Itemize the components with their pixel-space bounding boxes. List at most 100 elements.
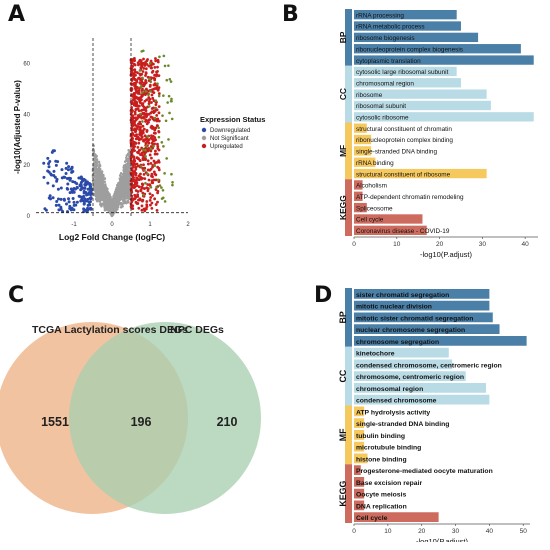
- panel-letter-c: C: [8, 283, 25, 308]
- point-upregulated: [153, 83, 157, 87]
- point-not-significant: [102, 199, 106, 202]
- point-upregulated: [163, 64, 167, 68]
- x-axis-label: -log10(P.adjust): [416, 537, 468, 542]
- point-not-significant: [110, 204, 113, 208]
- group-label-kegg: KEGG: [338, 195, 348, 220]
- point-downregulated: [74, 203, 78, 207]
- point-upregulated: [139, 164, 143, 168]
- point-upregulated: [154, 178, 158, 182]
- point-downregulated: [59, 205, 63, 209]
- bar-label: kinetochore: [356, 351, 395, 358]
- point-downregulated: [55, 199, 59, 203]
- point-downregulated: [86, 206, 90, 210]
- bar-label: rRNA binding: [356, 160, 394, 167]
- bar: [354, 500, 365, 511]
- legend-label: Upregulated: [210, 144, 243, 150]
- bar: [354, 157, 376, 167]
- point-upregulated: [162, 54, 166, 58]
- x-tick-label: 1: [148, 222, 152, 228]
- bar: [354, 289, 490, 299]
- point-upregulated: [161, 188, 165, 192]
- point-upregulated: [149, 115, 153, 119]
- point-upregulated: [139, 101, 142, 105]
- bar-label: rRNA metabolic process: [356, 24, 425, 31]
- point-not-significant: [105, 195, 109, 198]
- point-upregulated: [139, 172, 142, 176]
- point-downregulated: [68, 178, 72, 182]
- point-not-significant: [108, 198, 111, 201]
- point-not-significant: [126, 177, 129, 180]
- point-not-significant: [116, 190, 120, 193]
- bar-label: ATP-dependent chromatin remodeling: [356, 194, 464, 201]
- point-not-significant: [123, 160, 127, 163]
- point-not-significant: [123, 196, 126, 199]
- point-upregulated: [156, 142, 159, 146]
- point-upregulated: [144, 81, 148, 85]
- point-not-significant: [103, 183, 107, 186]
- point-upregulated: [137, 104, 141, 108]
- point-upregulated: [156, 178, 160, 182]
- point-upregulated: [155, 186, 159, 189]
- point-downregulated: [51, 184, 55, 188]
- point-downregulated: [78, 184, 82, 188]
- point-downregulated: [79, 199, 83, 203]
- x-tick-label: -1: [71, 222, 77, 228]
- x-tick-label: 20: [436, 241, 444, 248]
- point-upregulated: [160, 186, 163, 189]
- point-upregulated: [139, 177, 143, 181]
- point-upregulated: [141, 156, 145, 160]
- point-not-significant: [97, 174, 101, 178]
- bar-label: Cell cycle: [356, 515, 388, 522]
- point-upregulated: [154, 188, 158, 191]
- point-upregulated: [137, 96, 141, 100]
- point-upregulated: [153, 73, 157, 77]
- point-downregulated: [42, 175, 46, 179]
- point-upregulated: [149, 162, 153, 165]
- point-upregulated: [136, 151, 140, 154]
- legend-label: Not Significant: [210, 136, 249, 142]
- point-upregulated: [145, 59, 149, 63]
- point-upregulated: [131, 204, 135, 208]
- point-not-significant: [96, 167, 99, 171]
- point-upregulated: [157, 129, 161, 133]
- x-tick-label: 50: [520, 528, 528, 535]
- point-upregulated: [133, 121, 136, 125]
- point-not-significant: [123, 180, 127, 184]
- point-upregulated: [148, 203, 152, 207]
- point-not-significant: [99, 186, 103, 190]
- point-not-significant: [127, 148, 131, 152]
- point-downregulated: [54, 203, 58, 207]
- point-upregulated: [137, 89, 141, 92]
- point-upregulated: [152, 159, 156, 163]
- point-upregulated: [132, 62, 136, 66]
- point-upregulated: [152, 144, 155, 148]
- point-upregulated: [142, 66, 146, 70]
- point-upregulated: [148, 198, 152, 202]
- point-downregulated: [73, 180, 77, 184]
- point-upregulated: [144, 109, 148, 113]
- group-bar-bp: [345, 9, 352, 66]
- bar-label: Alcoholism: [356, 183, 387, 190]
- point-not-significant: [95, 183, 99, 186]
- point-upregulated: [167, 94, 171, 98]
- bar: [354, 336, 527, 346]
- point-upregulated: [145, 172, 149, 176]
- bar-label: Coronavirus disease - COVID-19: [356, 228, 450, 235]
- point-upregulated: [131, 172, 135, 176]
- point-upregulated: [157, 111, 161, 115]
- point-upregulated: [149, 147, 153, 151]
- point-not-significant: [94, 178, 98, 182]
- y-tick-label: 40: [23, 112, 30, 118]
- point-upregulated: [142, 139, 145, 143]
- bar-label: Progesterone-mediated oocyte maturation: [356, 468, 493, 475]
- point-upregulated: [166, 101, 169, 104]
- point-upregulated: [150, 88, 154, 92]
- point-upregulated: [132, 103, 136, 107]
- point-not-significant: [117, 202, 121, 206]
- point-upregulated: [148, 153, 152, 157]
- point-upregulated: [143, 187, 146, 190]
- point-upregulated: [135, 184, 139, 187]
- bar-label: Base excision repair: [356, 480, 422, 487]
- point-downregulated: [66, 168, 70, 172]
- point-upregulated: [170, 99, 173, 103]
